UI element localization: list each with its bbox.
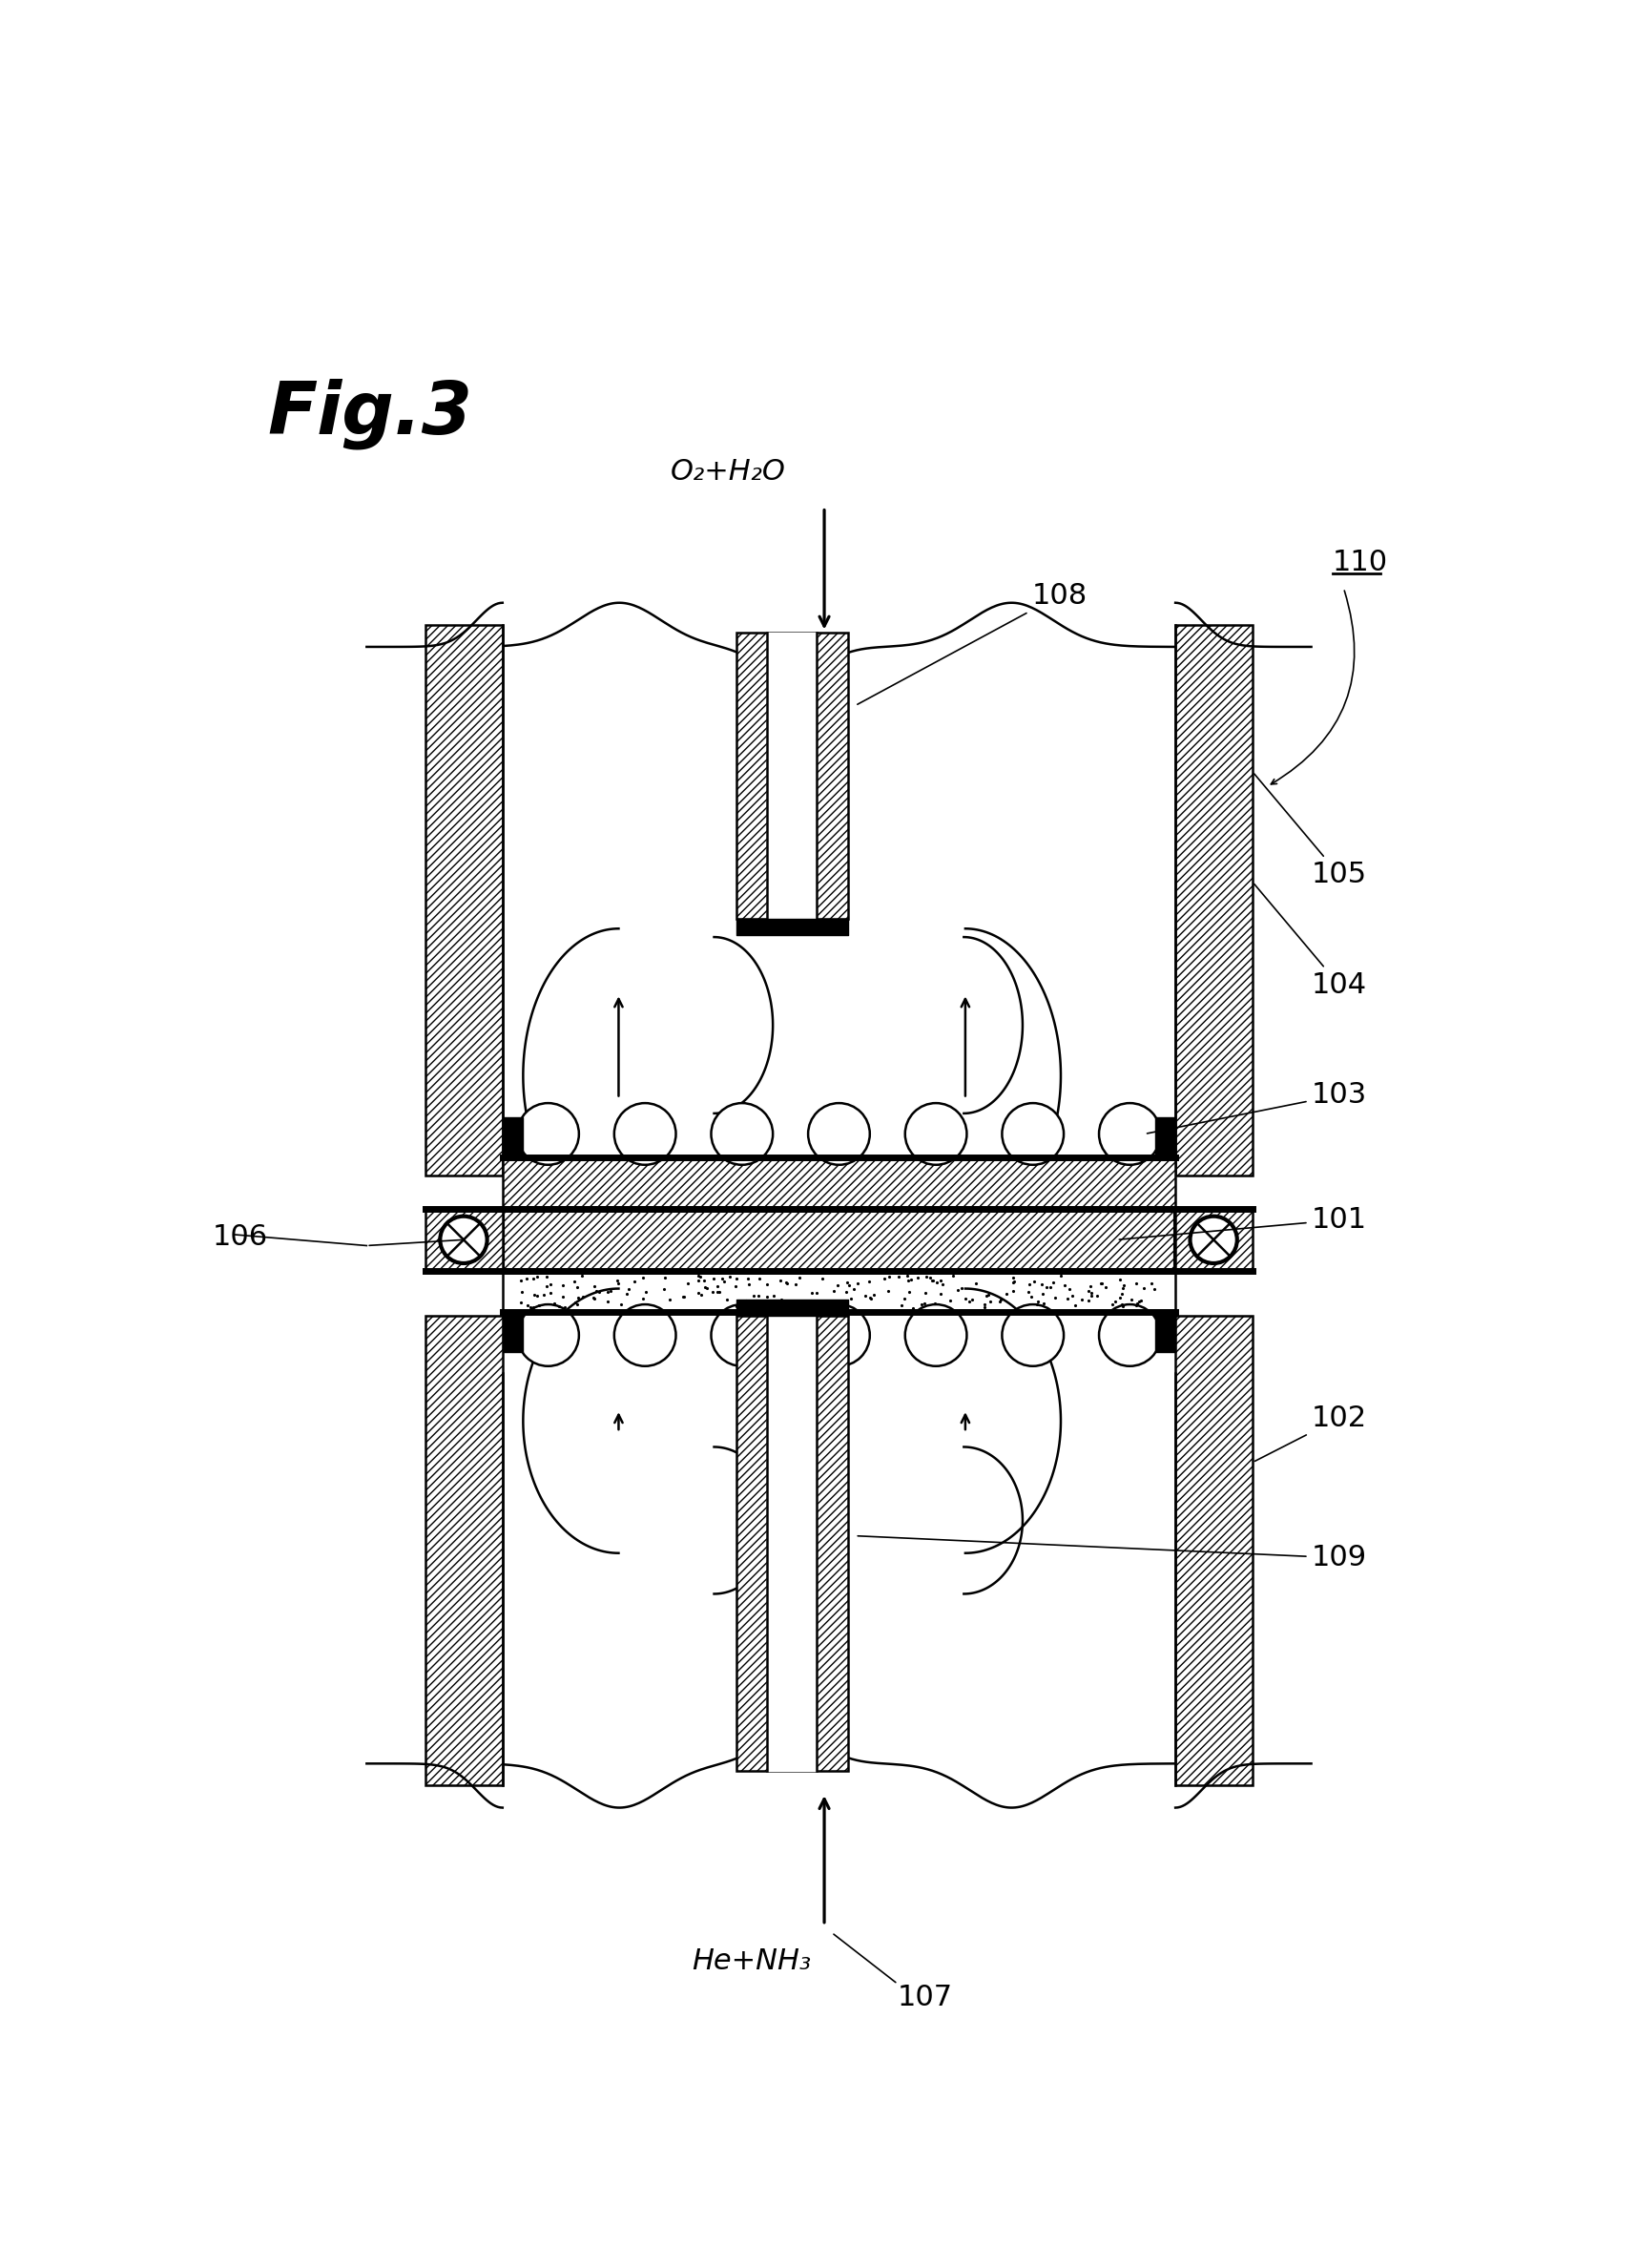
Text: Fig.3: Fig.3 (267, 379, 473, 449)
Circle shape (1098, 1102, 1161, 1166)
Bar (503, 1157, 1175, 1209)
Text: 109: 109 (858, 1535, 1367, 1572)
Circle shape (905, 1102, 967, 1166)
Bar (1175, 1209, 1252, 1272)
Text: 104: 104 (1254, 885, 1367, 998)
Text: 101: 101 (1120, 1207, 1367, 1241)
Bar (503, 1311, 524, 1352)
Circle shape (710, 1102, 773, 1166)
Bar (426, 624, 503, 1175)
Bar (503, 1272, 1175, 1311)
Text: 110: 110 (1333, 549, 1388, 576)
Bar (1175, 624, 1252, 1175)
Bar (1154, 1311, 1175, 1352)
Bar (1154, 1118, 1175, 1157)
Text: 107: 107 (897, 1984, 953, 2012)
Circle shape (809, 1304, 869, 1365)
Text: He+NH₃: He+NH₃ (692, 1948, 812, 1975)
Circle shape (1190, 1216, 1238, 1263)
Text: 105: 105 (1254, 773, 1367, 889)
Bar (503, 1118, 524, 1157)
Circle shape (614, 1304, 676, 1365)
Text: 103: 103 (1148, 1082, 1367, 1134)
Bar (737, 1315, 848, 1771)
Bar (1175, 1315, 1252, 1785)
Circle shape (1002, 1102, 1064, 1166)
Text: 102: 102 (1256, 1404, 1367, 1461)
Circle shape (614, 1102, 676, 1166)
Bar (503, 1209, 1175, 1272)
Circle shape (1098, 1304, 1161, 1365)
Circle shape (1002, 1304, 1064, 1365)
Bar (426, 1209, 503, 1272)
Circle shape (710, 1304, 773, 1365)
Bar (737, 633, 848, 919)
Circle shape (809, 1102, 869, 1166)
Circle shape (517, 1304, 579, 1365)
Text: 106: 106 (213, 1222, 268, 1252)
Text: O₂+H₂O: O₂+H₂O (670, 458, 786, 485)
Circle shape (517, 1102, 579, 1166)
Bar (426, 1315, 503, 1785)
Circle shape (905, 1304, 967, 1365)
Text: 108: 108 (858, 581, 1087, 705)
Circle shape (440, 1216, 488, 1263)
